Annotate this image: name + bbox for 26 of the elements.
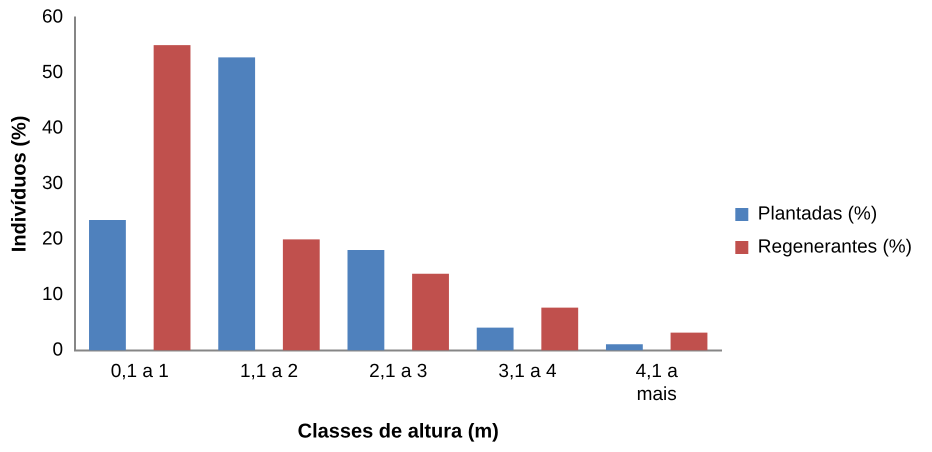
- x-tick-label: 1,1 a 2: [240, 361, 298, 382]
- bar: [154, 45, 190, 350]
- y-tick-label: 40: [42, 118, 64, 139]
- legend-label: Regenerantes (%): [758, 236, 912, 258]
- bar: [282, 239, 320, 350]
- y-axis-title: Indivíduos (%): [8, 116, 31, 252]
- y-tick-label: 30: [42, 173, 64, 194]
- y-tick-label: 60: [42, 6, 64, 28]
- y-tick-label: 20: [42, 228, 64, 250]
- legend-label: Plantadas (%): [758, 204, 878, 225]
- x-tick-label: 2,1 a 3: [369, 361, 428, 382]
- x-tick-label: 0,1 a 1: [110, 361, 169, 382]
- x-axis-title: Classes de altura (m): [298, 420, 499, 443]
- y-tick-label: 0: [52, 340, 64, 361]
- bar: [348, 250, 384, 350]
- bar: [606, 344, 643, 350]
- x-tick-label: 3,1 a 4: [498, 361, 557, 382]
- bar: [541, 308, 578, 350]
- bar: [218, 57, 256, 350]
- bar: [412, 274, 449, 350]
- bar: [476, 328, 514, 350]
- y-tick-label: 50: [42, 62, 64, 84]
- bar: [89, 220, 126, 350]
- x-tick-label: 4,1 a mais: [636, 361, 678, 405]
- bar: [670, 332, 708, 350]
- y-tick-label: 10: [42, 284, 64, 306]
